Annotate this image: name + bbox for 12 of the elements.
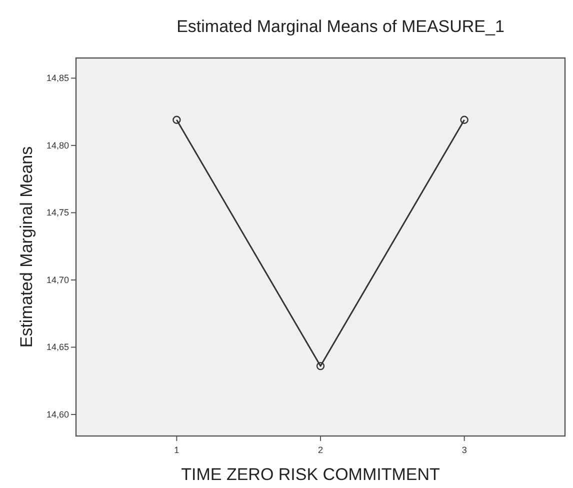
y-tick-label: 14,85	[46, 73, 69, 84]
y-tick-label: 14,60	[46, 409, 69, 420]
x-tick-label: 2	[318, 445, 324, 455]
x-axis-title: TIME ZERO RISK COMMITMENT	[181, 465, 440, 484]
x-tick-label: 3	[462, 445, 467, 455]
y-axis-title: Estimated Marginal Means	[17, 146, 36, 348]
chart-title: Estimated Marginal Means of MEASURE_1	[176, 17, 504, 36]
y-tick-label: 14,75	[46, 208, 69, 218]
x-tick-label: 1	[174, 445, 180, 455]
y-tick-label: 14,80	[46, 140, 69, 150]
y-tick-label: 14,70	[46, 274, 69, 285]
y-tick-label: 14,65	[46, 342, 69, 352]
